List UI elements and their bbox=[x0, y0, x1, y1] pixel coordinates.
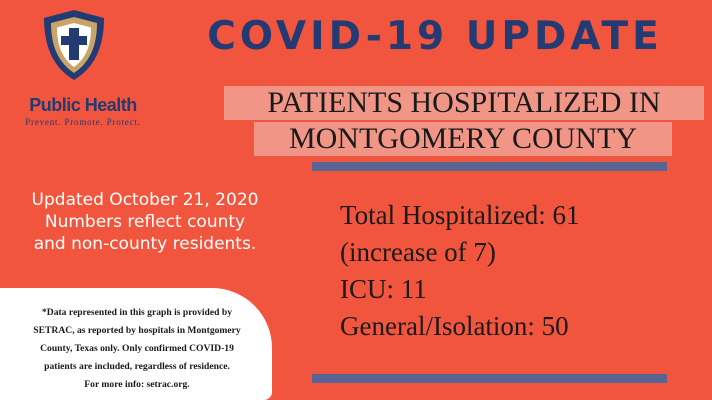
stat-increase: (increase of 7) bbox=[340, 237, 496, 267]
stat-icu: ICU: 11 bbox=[340, 274, 427, 304]
updated-note-1: Numbers reflect county bbox=[44, 212, 246, 232]
note-line-3: County, Texas only. Only confirmed COVID… bbox=[40, 343, 234, 354]
note-line-1: *Data represented in this graph is provi… bbox=[41, 307, 233, 318]
subtitle-box: PATIENTS HOSPITALIZED IN MONTGOMERY COUN… bbox=[224, 86, 704, 158]
note-bubble bbox=[0, 288, 272, 400]
subtitle-line-1: PATIENTS HOSPITALIZED IN bbox=[224, 86, 704, 120]
main-title: COVID-19 UPDATE bbox=[207, 14, 663, 59]
stats-block: Total Hospitalized: 61 (increase of 7) I… bbox=[340, 197, 705, 345]
note-line-5: For more info: setrac.org. bbox=[84, 379, 190, 390]
subtitle-line-2: MONTGOMERY COUNTY bbox=[254, 122, 672, 156]
divider-top bbox=[312, 162, 667, 171]
updated-date: Updated October 21, 2020 bbox=[31, 190, 259, 210]
updated-note-2: and non-county residents. bbox=[33, 234, 257, 254]
note-line-4: patients are included, regardless of res… bbox=[44, 361, 230, 372]
cross-shield-icon bbox=[44, 10, 104, 80]
note-line-2: SETRAC, as reported by hospitals in Mont… bbox=[33, 325, 241, 336]
stat-general: General/Isolation: 50 bbox=[340, 311, 569, 341]
logo-name: Public Health bbox=[29, 95, 137, 115]
divider-bottom bbox=[312, 374, 667, 383]
updated-info: Updated October 21, 2020 Numbers reflect… bbox=[0, 189, 290, 255]
logo-tagline: Prevent. Promote. Protect. bbox=[25, 117, 141, 127]
data-source-note: *Data represented in this graph is provi… bbox=[4, 304, 270, 394]
stat-total: Total Hospitalized: 61 bbox=[340, 200, 580, 230]
